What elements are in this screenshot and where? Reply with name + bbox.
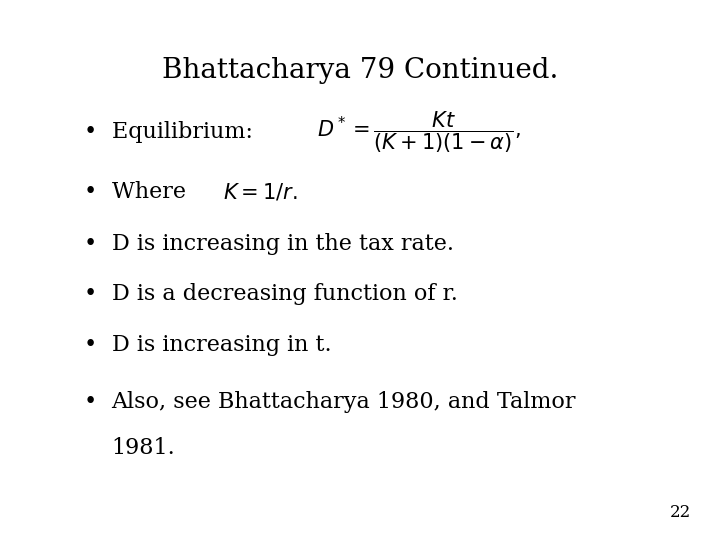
- Text: D is a decreasing function of r.: D is a decreasing function of r.: [112, 284, 457, 305]
- Text: •: •: [84, 181, 97, 202]
- Text: $D^* = \dfrac{Kt}{(K+1)(1-\alpha)},$: $D^* = \dfrac{Kt}{(K+1)(1-\alpha)},$: [317, 110, 521, 155]
- Text: •: •: [84, 392, 97, 413]
- Text: Equilibrium:: Equilibrium:: [112, 122, 266, 143]
- Text: Where: Where: [112, 181, 200, 202]
- Text: •: •: [84, 122, 97, 143]
- Text: •: •: [84, 284, 97, 305]
- Text: •: •: [84, 233, 97, 255]
- Text: •: •: [84, 334, 97, 355]
- Text: 1981.: 1981.: [112, 437, 176, 459]
- Text: D is increasing in the tax rate.: D is increasing in the tax rate.: [112, 233, 454, 255]
- Text: Also, see Bhattacharya 1980, and Talmor: Also, see Bhattacharya 1980, and Talmor: [112, 392, 576, 413]
- Text: 22: 22: [670, 504, 691, 521]
- Text: Bhattacharya 79 Continued.: Bhattacharya 79 Continued.: [162, 57, 558, 84]
- Text: $K = 1/r.$: $K = 1/r.$: [223, 181, 298, 202]
- Text: D is increasing in t.: D is increasing in t.: [112, 334, 331, 355]
